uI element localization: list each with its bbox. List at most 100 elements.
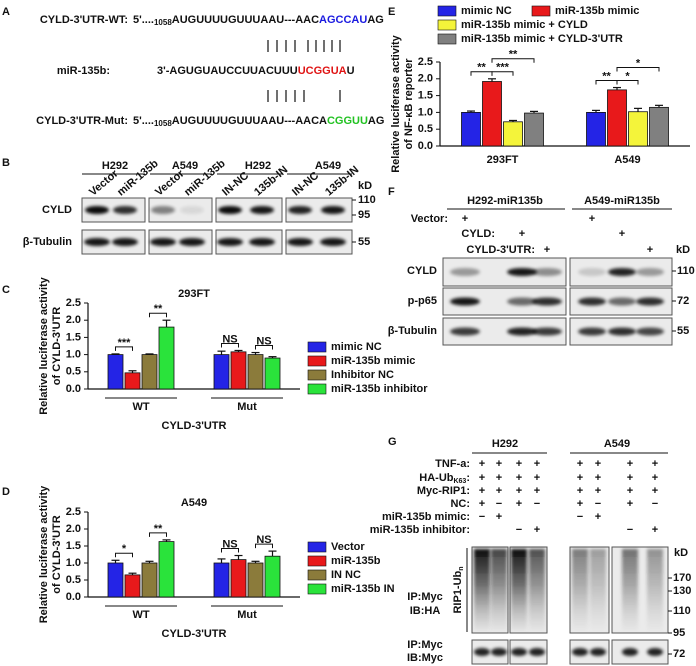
significance-label: *** [496,62,510,74]
row-label: CYLD [407,265,437,277]
condition-label-text: miR-135b inhibitor: [370,524,470,536]
condition-label: Vector: [411,213,448,225]
sequence-position: 1058 [154,18,172,27]
sequence-prefix: 5'.... [133,115,154,127]
x-tick-label: WT [132,401,149,413]
condition-label: CYLD: [461,228,495,240]
blot-band [288,206,312,214]
chart-title: 293FT [178,288,210,300]
condition-mark: + [627,485,633,497]
y-tick-label: 0.0 [66,383,81,395]
condition-mark: + [534,458,540,470]
kd-label: kD [674,547,688,559]
panel-label: B [2,157,10,169]
blot-band [532,327,562,336]
legend-swatch [307,583,327,595]
condition-mark: + [479,472,485,484]
y-tick-label: 0.0 [66,591,81,603]
y-tick-label: 0.5 [66,366,81,378]
blot-band [474,648,490,656]
bar [247,562,264,598]
sequence-prefix: 5'.... [133,14,154,26]
x-axis-label: CYLD-3'UTR [162,628,227,640]
condition-mark: + [479,498,485,510]
blot-band [180,206,204,214]
significance-label: NS [222,333,237,345]
sequence-prefix: 3'-AGUGUAUCCUUACUUU [157,65,298,77]
condition-mark: + [595,458,601,470]
bar [141,354,158,390]
condition-mark: + [577,472,583,484]
bar [524,112,544,147]
sequence-tail: AG [368,115,385,127]
marker-label: 72 [677,295,689,307]
bar [158,326,175,390]
row-label: β-Tubulin [23,236,73,248]
significance-bracket [255,345,273,350]
row-label: CYLD [42,204,72,216]
marker-label: 55 [677,325,689,337]
band-label: RIP1-Ubn [452,566,465,613]
condition-mark: + [652,485,658,497]
lane-label: Vector [87,167,121,198]
panel-label: G [388,436,397,448]
condition-label: miR-135b mimic: [382,511,470,523]
bar [107,562,124,598]
legend-label: Inhibitor NC [331,369,394,381]
y-tick-label: 2.0 [418,73,433,85]
blot-header: H292-miR135b [467,195,543,207]
condition-label: Myc-RIP1: [417,485,470,497]
blot-band [636,297,664,306]
lane-label: Vector [153,167,187,198]
condition-mark: + [519,228,525,240]
condition-mark: + [534,472,540,484]
condition-label: miR-135b inhibitor: [370,524,470,536]
blot-band [647,648,663,656]
condition-mark: + [577,458,583,470]
blot-band [578,327,606,336]
significance-label: *** [118,337,132,349]
bar [213,354,230,390]
blot-band [179,238,205,246]
sequence-site: AGCCAU [319,14,367,26]
blot-band [287,238,313,246]
condition-mark: + [516,498,522,510]
blot-band [590,648,606,656]
blot-band [511,648,527,656]
condition-mark: + [652,524,658,536]
marker-label: 110 [358,194,376,206]
marker-label: 55 [358,236,370,248]
bar [461,112,481,147]
condition-mark: + [647,244,653,256]
legend-label: miR-135b IN [331,583,395,595]
panel-label: C [2,284,10,296]
significance-bracket [491,58,535,63]
blot-band [622,648,638,656]
kd-label: kD [358,180,372,192]
blot-band [578,297,606,306]
sequence-body: AUGUUUUGUUUAAU---AACA [172,115,327,127]
condition-mark: + [479,485,485,497]
condition-label-text: HA-Ub [419,472,453,484]
legend-label: miR-135b [331,555,381,567]
y-tick-label: 1.0 [66,557,81,569]
x-tick-label: WT [132,609,149,621]
legend-label: miR-135b inhibitor [331,383,428,395]
bar [124,372,141,390]
legend-label: mimic NC [461,5,512,17]
significance-label: ** [154,523,163,535]
y-tick-label: 1.0 [418,106,433,118]
blot-band [578,268,606,276]
bar [230,351,247,390]
band-label-text: RIP1-Ub [452,570,464,613]
blot-header: H292 [492,438,518,450]
legend-label: miR-135b mimic + CYLD-3'UTR [461,33,623,45]
bar [213,562,230,598]
condition-mark: + [627,458,633,470]
bar [158,541,175,598]
y-tick-label: 0.5 [418,123,433,135]
sequence-site: CGGUU [327,115,368,127]
condition-label-text: TNF-a: [435,458,470,470]
panel-label: F [388,186,395,198]
